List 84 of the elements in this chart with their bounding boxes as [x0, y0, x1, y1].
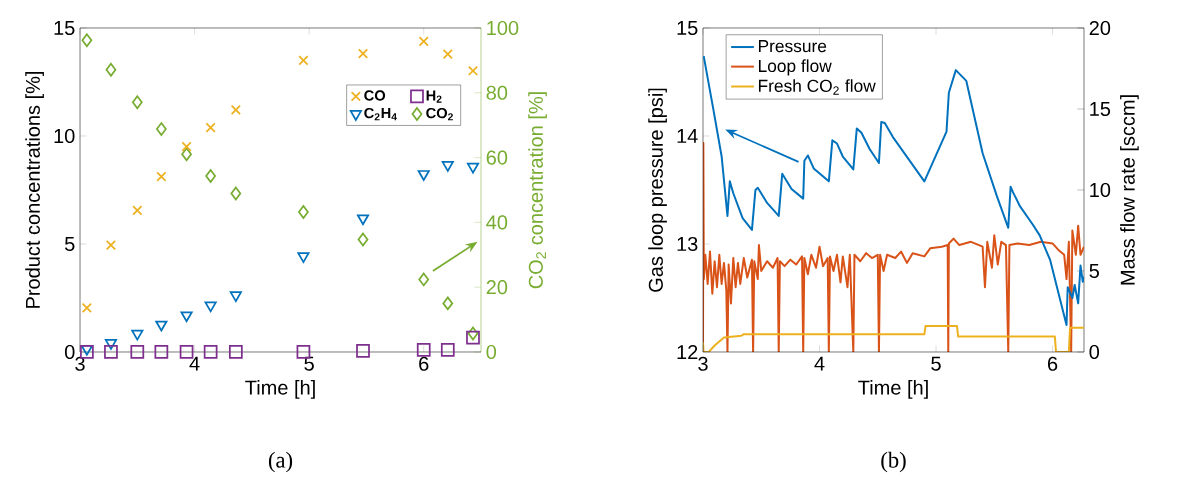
x-tick-label: 4 — [189, 356, 200, 371]
y-tick-label: 5 — [64, 237, 75, 251]
point — [155, 320, 168, 332]
point — [467, 65, 479, 76]
y2-axis-title: Mass flow rate [sccm] — [1120, 95, 1139, 285]
x-axis-title: Time [h] — [245, 380, 315, 399]
y-tick-label: 14 — [677, 129, 698, 143]
point — [418, 36, 429, 47]
legend-label: CO$_{2}$ — [426, 107, 453, 121]
y2-tick-label: 60 — [486, 150, 508, 165]
point — [357, 48, 369, 59]
y-tick-label: 13 — [677, 236, 698, 252]
point — [155, 122, 167, 136]
point — [131, 329, 144, 341]
point — [203, 345, 218, 359]
point — [105, 62, 117, 77]
y2-tick-label: 0 — [486, 344, 497, 360]
y2-tick-label: 10 — [1090, 182, 1111, 198]
point — [230, 186, 242, 201]
point — [466, 162, 480, 174]
point — [416, 342, 431, 357]
y-axis-title: Product concentrations [%] — [25, 71, 44, 308]
text: (b) — [881, 451, 906, 473]
x-tick-label: 3 — [698, 356, 708, 371]
y-tick-label: 12 — [677, 345, 698, 359]
legend-label: Loop flow — [758, 59, 832, 76]
x-tick-label: 5 — [931, 356, 941, 371]
point — [230, 104, 241, 115]
point — [104, 339, 118, 350]
point — [298, 205, 309, 219]
point — [298, 55, 309, 66]
legend-label: Pressure — [758, 40, 827, 53]
y2-tick-label: 20 — [486, 280, 508, 295]
point — [417, 170, 430, 181]
point — [180, 311, 193, 323]
point — [132, 205, 143, 216]
point — [181, 147, 192, 162]
point — [81, 33, 93, 48]
point — [204, 301, 217, 313]
point — [442, 49, 453, 60]
point — [205, 122, 216, 133]
x-tick-label: 6 — [1048, 356, 1058, 371]
point — [467, 326, 479, 341]
x-tick-label: 4 — [814, 356, 825, 371]
point — [440, 342, 455, 357]
x-axis-title: Time [h] — [858, 380, 928, 399]
point — [228, 345, 243, 359]
point — [356, 344, 370, 358]
y2-tick-label: 80 — [486, 85, 508, 100]
legend-label: H$_{2}$ — [426, 90, 442, 103]
x-tick-label: 6 — [419, 356, 429, 371]
text: (a) — [268, 451, 293, 473]
point — [156, 171, 167, 182]
point — [81, 302, 92, 314]
point — [130, 345, 145, 359]
legend-label: C$_{2}$H$_{4}$ — [364, 107, 397, 121]
y2-tick-label: 5 — [1089, 264, 1099, 278]
point — [181, 141, 192, 152]
y2-axis-title: CO$_{2}$ concentration [%] — [528, 92, 547, 289]
y-tick-label: 0 — [64, 344, 75, 360]
y-tick-label: 15 — [54, 21, 75, 35]
point — [356, 214, 370, 226]
y-axis-title: Gas loop pressure [psi] — [648, 88, 667, 292]
point — [205, 169, 216, 183]
y-tick-label: 10 — [54, 128, 75, 144]
point — [104, 345, 118, 359]
y-tick-label: 15 — [677, 21, 698, 35]
legend-label: CO — [364, 90, 386, 101]
point — [441, 161, 454, 172]
point — [357, 232, 369, 247]
point — [418, 272, 430, 287]
point — [131, 95, 143, 110]
y2-tick-label: 20 — [1089, 20, 1111, 36]
point — [229, 291, 242, 303]
y2-tick-label: 40 — [486, 215, 508, 230]
legend-label: Fresh CO$_{2}$ flow — [758, 79, 876, 95]
y2-tick-label: 100 — [487, 20, 519, 36]
point — [154, 345, 169, 359]
point — [297, 252, 310, 263]
point — [442, 296, 454, 311]
point — [466, 330, 480, 345]
y2-tick-label: 15 — [1090, 102, 1111, 116]
point — [105, 239, 117, 251]
y2-tick-label: 0 — [1089, 344, 1100, 360]
